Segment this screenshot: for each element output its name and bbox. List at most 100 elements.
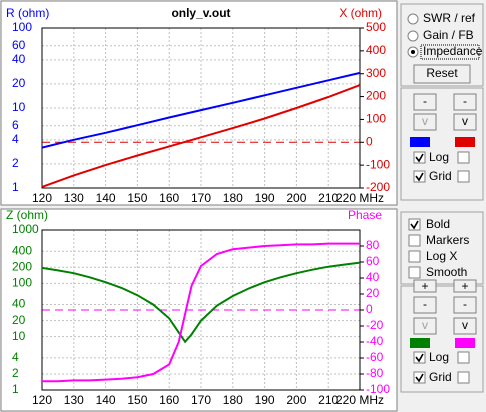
- y2-tick-label: -40: [366, 334, 384, 348]
- y-tick-label: 2: [12, 366, 19, 380]
- y-axis-label: Z (ohm): [6, 208, 48, 222]
- button-label[interactable]: +: [421, 279, 428, 293]
- reset-button[interactable]: [413, 64, 471, 84]
- color-swatch[interactable]: [410, 338, 430, 348]
- color-swatch[interactable]: [455, 137, 475, 147]
- checkbox[interactable]: [457, 351, 470, 364]
- x-tick-label: 150: [127, 191, 147, 205]
- button[interactable]: [453, 113, 477, 131]
- x-tick-label: 160: [159, 191, 179, 205]
- x-tick-label: 210: [318, 191, 338, 205]
- radio-label[interactable]: Gain / FB: [423, 28, 474, 42]
- checkbox-label[interactable]: Log X: [426, 249, 457, 263]
- series-line: [42, 242, 360, 383]
- x-tick-label: 190: [255, 191, 275, 205]
- chart-title: only_v.out: [171, 6, 230, 20]
- x-tick-label: 160: [159, 393, 179, 407]
- button[interactable]: [453, 279, 477, 293]
- y2-tick-label: 200: [366, 89, 386, 103]
- button-label[interactable]: -: [423, 94, 427, 108]
- checkbox[interactable]: [457, 371, 470, 384]
- button-label[interactable]: Reset: [426, 66, 458, 80]
- button[interactable]: [453, 93, 477, 111]
- x-tick-label: 180: [223, 191, 243, 205]
- button-label[interactable]: -: [463, 94, 467, 108]
- checkbox-label[interactable]: Log: [429, 150, 449, 164]
- button[interactable]: [413, 113, 437, 131]
- checkbox[interactable]: [408, 218, 421, 231]
- color-swatch[interactable]: [410, 137, 430, 147]
- radio-label[interactable]: SWR / ref: [423, 11, 476, 25]
- y2-tick-label: 80: [366, 238, 380, 252]
- y-tick-label: 2: [12, 156, 19, 170]
- button[interactable]: [413, 317, 437, 335]
- checkbox-label[interactable]: Grid: [429, 370, 452, 384]
- x-tick-label: 220 MHz: [336, 191, 384, 205]
- y2-axis-label: X (ohm): [339, 6, 382, 20]
- y-tick-label: 6: [12, 118, 19, 132]
- y2-tick-label: 0: [366, 134, 373, 148]
- button-label[interactable]: v: [422, 318, 428, 332]
- series-line: [41, 71, 361, 149]
- button-label[interactable]: v: [422, 114, 428, 128]
- button[interactable]: [453, 296, 477, 314]
- y2-tick-label: -80: [366, 366, 384, 380]
- button[interactable]: [413, 279, 437, 293]
- y-tick-label: 1: [12, 382, 19, 396]
- y-axis-label: R (ohm): [6, 6, 49, 20]
- y-tick-label: 60: [12, 38, 26, 52]
- checkbox[interactable]: [413, 351, 426, 364]
- y-tick-label: 400: [12, 243, 32, 257]
- checkbox[interactable]: [408, 234, 421, 247]
- check-mark: [415, 373, 424, 383]
- radio-dot: [411, 50, 415, 54]
- button-label[interactable]: v: [462, 114, 468, 128]
- y2-tick-label: 500: [366, 20, 386, 34]
- radio-label[interactable]: Impedance: [423, 44, 483, 58]
- checkbox[interactable]: [408, 266, 421, 279]
- button[interactable]: [413, 296, 437, 314]
- checkbox-label[interactable]: Grid: [429, 169, 452, 183]
- button-label[interactable]: +: [461, 279, 468, 293]
- checkbox[interactable]: [413, 371, 426, 384]
- y-tick-label: 10: [12, 329, 26, 343]
- plot-frame: [41, 27, 361, 189]
- button-label[interactable]: v: [462, 318, 468, 332]
- button[interactable]: [413, 93, 437, 111]
- checkbox-label[interactable]: Log: [429, 350, 449, 364]
- button-label[interactable]: -: [423, 297, 427, 311]
- x-tick-label: 130: [64, 393, 84, 407]
- checkbox-label[interactable]: Smooth: [426, 265, 467, 279]
- checkbox[interactable]: [413, 151, 426, 164]
- mode-group: [400, 3, 484, 87]
- y-tick-label: 100: [12, 20, 32, 34]
- button-label[interactable]: -: [463, 297, 467, 311]
- x-tick-label: 130: [64, 191, 84, 205]
- control-panel: [400, 285, 484, 393]
- checkbox[interactable]: [413, 170, 426, 183]
- button[interactable]: [453, 317, 477, 335]
- y2-tick-label: 40: [366, 270, 380, 284]
- checkbox[interactable]: [408, 250, 421, 263]
- checkbox-label[interactable]: Markers: [426, 233, 469, 247]
- series-line: [41, 261, 361, 344]
- x-tick-label: 190: [255, 393, 275, 407]
- control-panel: [400, 87, 484, 201]
- radio[interactable]: [407, 30, 419, 42]
- y-tick-label: 100: [12, 276, 32, 290]
- y2-tick-label: -60: [366, 350, 384, 364]
- color-swatch[interactable]: [455, 338, 475, 348]
- checkbox[interactable]: [457, 170, 470, 183]
- y-tick-label: 1: [12, 180, 19, 194]
- x-tick-label: 140: [96, 191, 116, 205]
- y-tick-label: 10: [12, 100, 26, 114]
- radio[interactable]: [407, 13, 419, 25]
- checkbox[interactable]: [457, 151, 470, 164]
- y2-tick-label: -20: [366, 318, 384, 332]
- x-tick-label: 150: [127, 393, 147, 407]
- y-tick-label: 4: [12, 350, 19, 364]
- check-mark: [415, 353, 424, 363]
- plot-frame: [41, 229, 361, 391]
- checkbox-label[interactable]: Bold: [426, 217, 450, 231]
